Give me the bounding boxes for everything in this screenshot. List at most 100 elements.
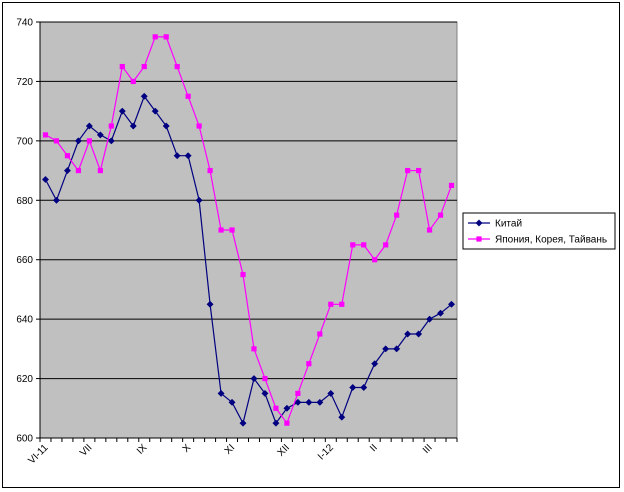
series-china-point <box>52 196 61 204</box>
series-china-point <box>206 300 214 308</box>
series-china-point <box>327 389 335 397</box>
plot-area <box>39 21 458 439</box>
series-china-point <box>426 315 434 323</box>
series-china-point <box>173 152 181 160</box>
legend-item-china-swatch-point <box>475 219 483 227</box>
series-japan-korea-taiwan-point <box>361 242 367 248</box>
series-china-point <box>382 345 390 353</box>
y-tick-label: 600 <box>16 434 33 445</box>
series-japan-korea-taiwan-point <box>383 242 389 248</box>
series-china-point <box>107 137 115 145</box>
series-china-point <box>129 122 137 130</box>
legend-item-japan-korea-taiwan-swatch-point <box>476 236 482 242</box>
y-tick-label: 680 <box>16 196 33 207</box>
series-japan-korea-taiwan-point <box>405 167 411 174</box>
x-tick-label: XII <box>276 442 292 458</box>
x-tick-label: X <box>181 442 194 455</box>
y-tick-label: 720 <box>16 77 33 88</box>
series-japan-korea-taiwan-point <box>295 390 301 397</box>
plot-background <box>39 21 458 439</box>
series-china-point <box>96 131 104 139</box>
series-china-point <box>151 107 159 115</box>
series-japan-korea-taiwan-point <box>119 63 125 70</box>
y-tick-label: 700 <box>16 136 33 147</box>
series-japan-korea-taiwan-point <box>53 138 60 144</box>
y-tick-label: 660 <box>16 255 33 266</box>
series-china-point <box>162 122 170 130</box>
series-japan-korea-taiwan-point <box>185 93 191 99</box>
series-china-point <box>217 389 225 397</box>
series-china-point <box>404 330 412 338</box>
series-china-point <box>184 152 192 160</box>
series-japan-korea-taiwan-point <box>317 331 323 337</box>
series-china-point <box>74 137 82 145</box>
series-china-point <box>250 375 258 383</box>
series-japan-korea-taiwan-point <box>328 301 334 307</box>
series-japan-korea-taiwan-point <box>426 227 433 233</box>
series-china-point <box>294 398 302 406</box>
series-japan-korea-taiwan-point <box>415 167 422 174</box>
series-china-point <box>360 383 368 392</box>
series-china-point <box>415 330 423 338</box>
series-japan-korea-taiwan-point <box>86 138 92 144</box>
x-tick-label: III <box>421 442 435 456</box>
x-tick-label: XI <box>223 442 237 456</box>
series-japan-korea-taiwan-point <box>207 167 213 174</box>
x-tick-label: VI-11 <box>26 442 50 466</box>
series-japan-korea-taiwan-point <box>251 346 257 352</box>
series-japan-korea-taiwan-point <box>437 212 444 218</box>
series-japan-korea-taiwan-point <box>196 123 202 129</box>
series-china-point <box>316 398 324 406</box>
y-tick-label: 740 <box>16 18 33 29</box>
legend-item-china: Китай <box>468 219 522 230</box>
x-tick-label: II <box>368 442 380 454</box>
series-china-point <box>272 419 280 427</box>
series-japan-korea-taiwan-point <box>262 375 268 382</box>
legend-box <box>462 212 616 250</box>
series-japan-korea-taiwan <box>42 34 455 426</box>
series-china-point <box>239 419 247 427</box>
series-japan-korea-taiwan-point <box>284 420 290 426</box>
legend-item-japan-korea-taiwan-label: Япония, Корея, Тайвань <box>495 235 607 246</box>
series-japan-korea-taiwan-point <box>306 361 312 367</box>
series-japan-korea-taiwan-point <box>372 257 378 263</box>
legend: Китай Япония, Корея, Тайвань <box>462 212 616 250</box>
series-china-point <box>118 107 126 115</box>
series-japan-korea-taiwan-point <box>448 182 455 189</box>
series-japan-korea-taiwan-point <box>350 242 356 248</box>
series-japan-korea-taiwan-point <box>64 153 71 159</box>
series-china-point <box>447 300 456 308</box>
series-japan-korea-taiwan-point <box>273 405 279 411</box>
y-tick-label: 640 <box>16 315 33 326</box>
x-tick-label: IX <box>135 442 150 457</box>
series-japan-korea-taiwan-point <box>163 34 169 40</box>
series-japan-korea-taiwan-point <box>240 271 246 278</box>
series-japan-korea-taiwan-point <box>394 212 400 218</box>
series-china-point <box>261 389 269 397</box>
series-japan-korea-taiwan-point <box>130 78 136 85</box>
series-china-point <box>41 175 50 184</box>
series-china-point <box>63 167 71 175</box>
series-china-point <box>349 383 357 392</box>
series-china-point <box>393 345 401 353</box>
legend-item-japan-korea-taiwan: Япония, Корея, Тайвань <box>468 235 607 246</box>
series-china-point <box>371 360 379 368</box>
series-japan-korea-taiwan-point <box>97 167 103 174</box>
series-china-point <box>436 309 445 317</box>
series-china-point <box>195 196 203 204</box>
y-tick-label: 620 <box>16 374 33 385</box>
series-china <box>41 92 456 427</box>
series-japan-korea-taiwan-point <box>75 167 82 174</box>
x-tick-label: I-12 <box>316 442 336 462</box>
series-japan-korea-taiwan-point <box>174 63 180 70</box>
series-japan-korea-taiwan-point <box>152 34 158 40</box>
series-china-point <box>283 404 291 412</box>
series-japan-korea-taiwan-point <box>218 227 224 233</box>
series-china-point <box>228 398 236 406</box>
series-japan-korea-taiwan-point <box>108 123 114 129</box>
series-japan-korea-taiwan-point <box>229 227 235 233</box>
x-tick-label: VII <box>78 442 94 458</box>
series-japan-korea-taiwan-point <box>141 63 147 70</box>
legend-item-china-label: Китай <box>495 219 522 230</box>
series-japan-korea-taiwan-point <box>339 301 345 307</box>
